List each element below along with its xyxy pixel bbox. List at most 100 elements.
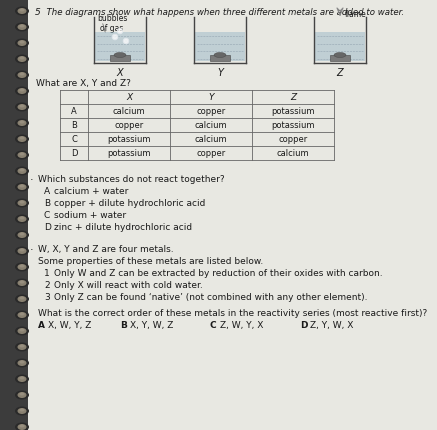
- Ellipse shape: [15, 183, 29, 192]
- Ellipse shape: [20, 137, 24, 140]
- Ellipse shape: [15, 390, 29, 399]
- Ellipse shape: [17, 424, 27, 430]
- Ellipse shape: [17, 280, 27, 286]
- Ellipse shape: [15, 279, 29, 288]
- Ellipse shape: [17, 344, 27, 350]
- Text: calcium: calcium: [113, 107, 146, 116]
- Text: Only W and Z can be extracted by reduction of their oxides with carbon.: Only W and Z can be extracted by reducti…: [54, 268, 383, 277]
- Text: What are X, Y and Z?: What are X, Y and Z?: [36, 79, 131, 88]
- Ellipse shape: [20, 217, 24, 220]
- Circle shape: [124, 40, 128, 44]
- Text: sodium + water: sodium + water: [54, 211, 126, 219]
- Ellipse shape: [15, 119, 29, 128]
- Text: zinc + dilute hydrochloric acid: zinc + dilute hydrochloric acid: [54, 222, 192, 231]
- Ellipse shape: [15, 87, 29, 96]
- Text: Some properties of these metals are listed below.: Some properties of these metals are list…: [38, 256, 263, 265]
- Text: C: C: [210, 320, 217, 329]
- Ellipse shape: [20, 89, 24, 92]
- Ellipse shape: [15, 55, 29, 64]
- Ellipse shape: [15, 375, 29, 384]
- Ellipse shape: [214, 53, 226, 58]
- Text: calcium + water: calcium + water: [54, 187, 128, 196]
- Text: D: D: [300, 320, 308, 329]
- Ellipse shape: [17, 25, 27, 31]
- Text: C: C: [71, 135, 77, 144]
- Ellipse shape: [17, 216, 27, 222]
- Ellipse shape: [20, 57, 24, 60]
- Bar: [0, 0, 28, 430]
- Ellipse shape: [15, 71, 29, 80]
- Circle shape: [118, 29, 122, 34]
- Ellipse shape: [17, 41, 27, 47]
- Text: calcium: calcium: [195, 135, 227, 144]
- Ellipse shape: [20, 121, 24, 124]
- Ellipse shape: [20, 169, 24, 172]
- Bar: [110, 56, 130, 62]
- Ellipse shape: [17, 89, 27, 95]
- Ellipse shape: [17, 57, 27, 63]
- Ellipse shape: [17, 73, 27, 79]
- Ellipse shape: [15, 247, 29, 256]
- Text: 5: 5: [35, 8, 41, 17]
- Text: X, Y, W, Z: X, Y, W, Z: [130, 320, 173, 329]
- Text: Only X will react with cold water.: Only X will react with cold water.: [54, 280, 203, 289]
- Ellipse shape: [17, 376, 27, 382]
- Ellipse shape: [17, 264, 27, 270]
- Text: Which substances do not react together?: Which substances do not react together?: [38, 175, 225, 184]
- Ellipse shape: [20, 249, 24, 252]
- Text: potassium: potassium: [107, 149, 151, 158]
- Text: flame: flame: [345, 10, 367, 19]
- Text: copper: copper: [278, 135, 308, 144]
- Ellipse shape: [15, 215, 29, 224]
- Ellipse shape: [114, 53, 126, 58]
- Text: ·: ·: [30, 175, 34, 184]
- Bar: [330, 56, 350, 62]
- Ellipse shape: [20, 329, 24, 332]
- Ellipse shape: [17, 9, 27, 15]
- Text: ·: ·: [30, 244, 34, 255]
- Text: B: B: [120, 320, 127, 329]
- Circle shape: [112, 35, 118, 40]
- Ellipse shape: [15, 151, 29, 160]
- Ellipse shape: [20, 377, 24, 380]
- Ellipse shape: [15, 406, 29, 415]
- Bar: [315, 33, 365, 62]
- Ellipse shape: [17, 121, 27, 127]
- Text: B: B: [44, 199, 50, 208]
- Ellipse shape: [17, 169, 27, 175]
- Text: 3: 3: [44, 292, 50, 301]
- Ellipse shape: [15, 311, 29, 320]
- Text: The diagrams show what happens when three different metals are added to water.: The diagrams show what happens when thre…: [41, 8, 404, 17]
- Ellipse shape: [15, 135, 29, 144]
- Text: Z: Z: [290, 93, 296, 102]
- Text: bubbles
of gas: bubbles of gas: [97, 14, 127, 33]
- Ellipse shape: [15, 327, 29, 336]
- Ellipse shape: [15, 343, 29, 352]
- Ellipse shape: [17, 408, 27, 414]
- Ellipse shape: [15, 359, 29, 368]
- Ellipse shape: [20, 313, 24, 316]
- Ellipse shape: [17, 200, 27, 206]
- Text: Z: Z: [336, 68, 343, 78]
- Bar: [195, 33, 245, 62]
- Bar: [210, 56, 230, 62]
- Ellipse shape: [17, 249, 27, 255]
- Ellipse shape: [20, 74, 24, 76]
- Ellipse shape: [20, 201, 24, 204]
- Ellipse shape: [17, 105, 27, 111]
- Text: Y: Y: [208, 93, 214, 102]
- Ellipse shape: [15, 7, 29, 16]
- Text: calcium: calcium: [277, 149, 309, 158]
- Text: A: A: [38, 320, 45, 329]
- Ellipse shape: [15, 40, 29, 49]
- Text: copper: copper: [114, 121, 144, 130]
- Ellipse shape: [20, 297, 24, 300]
- Ellipse shape: [334, 53, 346, 58]
- Ellipse shape: [15, 24, 29, 32]
- Ellipse shape: [20, 185, 24, 188]
- Text: A: A: [44, 187, 50, 196]
- Text: potassium: potassium: [271, 107, 315, 116]
- Ellipse shape: [20, 41, 24, 44]
- Text: potassium: potassium: [107, 135, 151, 144]
- Ellipse shape: [20, 361, 24, 364]
